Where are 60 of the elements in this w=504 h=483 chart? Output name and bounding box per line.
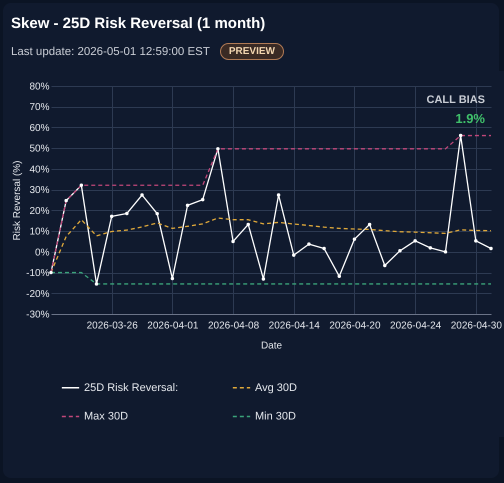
- y-tick-label: 40%: [29, 164, 50, 176]
- point: [64, 198, 68, 202]
- y-tick-label: 60%: [29, 122, 50, 134]
- point: [110, 214, 114, 218]
- point: [398, 249, 402, 253]
- point: [368, 222, 372, 226]
- point: [474, 239, 478, 243]
- y-tick-label: 50%: [29, 144, 50, 155]
- chart-subtitle: Last update: 2026-05-01 12:59:00 EST: [11, 46, 210, 58]
- y-tick-label: -20%: [26, 288, 50, 300]
- point: [276, 193, 280, 197]
- y-tick-label: 80%: [29, 82, 50, 92]
- line-series: [50, 217, 492, 274]
- x-axis-title: Date: [260, 340, 282, 352]
- x-tick-label: 2026-04-30: [450, 320, 502, 332]
- point: [413, 239, 417, 243]
- point: [246, 222, 250, 226]
- y-tick-label: 30%: [29, 185, 50, 196]
- point: [125, 212, 129, 216]
- x-tick-label: 2026-04-14: [268, 320, 320, 332]
- x-tick-label: 2026-04-01: [147, 320, 199, 332]
- point: [231, 240, 235, 244]
- point: [322, 246, 326, 250]
- point: [262, 277, 266, 281]
- point: [170, 276, 174, 280]
- point: [140, 193, 144, 197]
- legend-label: 25D Risk Reversal:: [84, 382, 178, 394]
- point: [338, 274, 342, 278]
- y-tick-label: 70%: [29, 102, 50, 114]
- annotation: CALL BIAS: [426, 94, 485, 106]
- annotation: 1.9%: [455, 111, 486, 126]
- legend-label: Avg 30D: [255, 382, 298, 394]
- x-tick-label: 2026-04-24: [390, 320, 442, 332]
- x-tick-label: 2026-04-08: [208, 320, 260, 332]
- point: [155, 212, 159, 216]
- point: [428, 246, 432, 250]
- chart-title: Skew - 25D Risk Reversal (1 month): [11, 15, 266, 32]
- point: [458, 134, 462, 138]
- x-tick-label: 2026-03-26: [86, 320, 138, 332]
- y-tick-label: 20%: [29, 206, 50, 217]
- legend-label: Min 30D: [255, 410, 296, 422]
- text: PREVIEW: [220, 43, 284, 60]
- point: [80, 184, 84, 188]
- point: [216, 147, 220, 151]
- legend-label: Max 30D: [84, 410, 128, 422]
- point: [352, 237, 356, 241]
- point: [200, 198, 204, 202]
- point: [292, 253, 296, 257]
- point: [307, 242, 311, 246]
- y-tick-label: 0%: [35, 247, 50, 258]
- point: [444, 250, 448, 254]
- point: [489, 246, 493, 250]
- point: [186, 204, 190, 208]
- x-tick-label: 2026-04-20: [329, 320, 381, 332]
- y-tick-label: 10%: [29, 226, 50, 238]
- y-tick-label: -10%: [26, 268, 50, 280]
- point: [94, 282, 98, 286]
- y-axis-title: Risk Reversal (%): [12, 160, 24, 241]
- y-tick-label: -30%: [26, 310, 50, 320]
- point: [383, 264, 387, 268]
